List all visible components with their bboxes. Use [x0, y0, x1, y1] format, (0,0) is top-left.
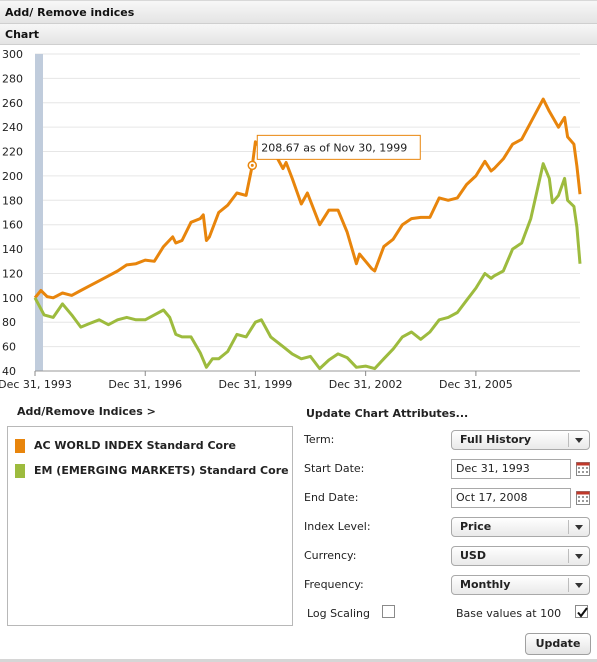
dropdown-separator [568, 520, 569, 534]
y-tick-label: 220 [2, 146, 23, 159]
y-tick-label: 80 [2, 316, 16, 329]
y-tick-label: 140 [2, 243, 23, 256]
frequency-select[interactable]: Monthly [451, 575, 590, 595]
start-date-label: Start Date: [304, 462, 365, 475]
y-tick-label: 40 [2, 365, 16, 378]
index-level-select[interactable]: Price [451, 517, 590, 537]
y-tick-label: 60 [2, 341, 16, 354]
chart-section-bar: Chart [0, 24, 597, 45]
chevron-down-icon [575, 438, 583, 443]
index-level-label: Index Level: [304, 520, 371, 533]
chevron-down-icon [575, 583, 583, 588]
end-date-input[interactable]: Oct 17, 2008 [451, 488, 571, 508]
x-tick-label: Dec 31, 2005 [439, 378, 513, 391]
plot-area [35, 54, 580, 371]
x-tick-label: Dec 31, 1999 [219, 378, 293, 391]
legend-label: AC WORLD INDEX Standard Core [34, 439, 236, 452]
series-line-em [33, 162, 582, 371]
legend-swatch-orange [15, 439, 25, 453]
y-tick-label: 120 [2, 267, 23, 280]
term-select[interactable]: Full History [451, 430, 590, 450]
tooltip-box [256, 134, 421, 160]
frequency-label: Frequency: [304, 578, 364, 591]
x-tick-label: Dec 31, 2002 [329, 378, 403, 391]
y-tick-label: 180 [2, 194, 23, 207]
currency-select-value: USD [460, 549, 486, 562]
series-line-ac-world [33, 97, 582, 300]
tooltip-text: 208.67 as of Nov 30, 1999 [261, 141, 407, 154]
y-tick-label: 160 [2, 219, 23, 232]
indices-legend-box: AC WORLD INDEX Standard Core EM (EMERGIN… [7, 426, 293, 626]
dropdown-separator [568, 578, 569, 592]
x-tick-label: Dec 31, 1996 [108, 378, 182, 391]
term-select-value: Full History [460, 433, 532, 446]
currency-select[interactable]: USD [451, 546, 590, 566]
calendar-icon[interactable] [576, 462, 590, 476]
update-button[interactable]: Update [525, 633, 591, 655]
currency-label: Currency: [304, 549, 357, 562]
panel-title-bar: Add/ Remove indices [0, 0, 597, 24]
legend-swatch-green [15, 464, 25, 478]
chevron-down-icon [575, 525, 583, 530]
dropdown-separator [568, 549, 569, 563]
chevron-down-icon [575, 554, 583, 559]
update-attributes-heading: Update Chart Attributes... [306, 407, 469, 420]
log-scaling-label: Log Scaling [307, 607, 370, 620]
y-tick-label: 200 [2, 170, 23, 183]
start-date-input[interactable]: Dec 31, 1993 [451, 459, 571, 479]
y-tick-label: 260 [2, 97, 23, 110]
checkmark-icon [577, 607, 588, 618]
term-label: Term: [304, 433, 335, 446]
panel-title: Add/ Remove indices [5, 6, 135, 19]
tooltip-marker-dot [250, 163, 254, 167]
index-level-select-value: Price [460, 520, 492, 533]
add-remove-indices-link[interactable]: Add/Remove Indices > [17, 405, 156, 418]
end-date-label: End Date: [304, 491, 359, 504]
dropdown-separator [568, 433, 569, 447]
y-tick-label: 100 [2, 292, 23, 305]
y-tick-label: 300 [2, 48, 23, 61]
index-line-chart[interactable]: 300280260240220200180160140120100806040D… [0, 45, 597, 400]
y-tick-label: 280 [2, 72, 23, 85]
x-tick-label: Dec 31, 1993 [0, 378, 72, 391]
y-tick-label: 240 [2, 121, 23, 134]
frequency-select-value: Monthly [460, 578, 511, 591]
log-scaling-checkbox[interactable] [382, 605, 395, 618]
y-axis-band [35, 54, 43, 371]
chart-section-title: Chart [5, 28, 40, 41]
base-values-checkbox[interactable] [575, 605, 588, 618]
base-values-label: Base values at 100 [456, 607, 562, 620]
legend-label: EM (EMERGING MARKETS) Standard Core [34, 464, 289, 477]
calendar-icon[interactable] [576, 491, 590, 505]
bottom-divider [0, 659, 597, 662]
